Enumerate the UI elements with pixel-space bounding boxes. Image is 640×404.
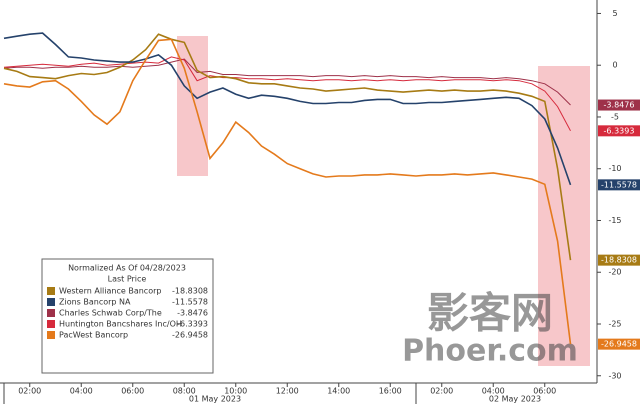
x-tick-label: 06:00 <box>121 387 144 396</box>
legend-value: -3.8476 <box>177 309 208 318</box>
x-tick-label: 04:00 <box>70 387 93 396</box>
y-tick-label: -20 <box>608 268 621 277</box>
last-value-tag <box>598 125 640 137</box>
last-value-label: -26.9458 <box>601 340 637 349</box>
legend-label: Huntington Bancshares Inc/OH <box>59 320 182 329</box>
last-value-label: -6.3393 <box>604 126 635 135</box>
legend-value: -26.9458 <box>172 331 208 340</box>
legend-label: Western Alliance Bancorp <box>59 287 161 296</box>
legend-value: -18.8308 <box>172 287 208 296</box>
y-tick-label: -5 <box>611 112 619 121</box>
y-tick-label: 5 <box>612 9 617 18</box>
x-tick-label: 14:00 <box>327 387 350 396</box>
legend: Normalized As Of 04/28/2023 Last Price W… <box>41 258 214 374</box>
legend-swatch <box>47 309 55 317</box>
x-tick-label: 04:00 <box>482 387 505 396</box>
legend-label: Charles Schwab Corp/The <box>59 309 162 318</box>
last-value-tag <box>598 254 640 266</box>
x-tick-label: 08:00 <box>173 387 196 396</box>
legend-label: PacWest Bancorp <box>59 331 128 340</box>
watermark-site: Phoer.com <box>402 334 578 369</box>
date-label: 01 May 2023 <box>189 395 241 404</box>
x-tick-label: 10:00 <box>224 387 247 396</box>
last-value-label: -11.5578 <box>601 180 637 189</box>
legend-value: -6.3393 <box>177 320 208 329</box>
watermark-text: 影客网 <box>427 289 553 338</box>
series-line <box>3 58 571 106</box>
legend-box <box>41 258 214 374</box>
y-tick-label: -25 <box>608 319 621 328</box>
highlight-region <box>177 36 208 176</box>
y-tick-label: 0 <box>612 61 617 70</box>
last-value-label: -18.8308 <box>601 256 637 265</box>
x-tick-label: 06:00 <box>533 387 556 396</box>
watermark: 影客网 Phoer.com <box>402 289 578 369</box>
series-line <box>3 33 572 261</box>
last-value-label: -3.8476 <box>604 101 635 110</box>
date-label: 02 May 2023 <box>489 395 541 404</box>
x-tick-label: 02:00 <box>18 387 41 396</box>
y-tick-label: -15 <box>608 216 621 225</box>
legend-title: Normalized As Of 04/28/2023 <box>68 264 186 273</box>
last-value-tag <box>598 179 640 191</box>
legend-label: Zions Bancorp NA <box>59 298 131 307</box>
y-tick-label: -10 <box>608 164 621 173</box>
last-value-tag <box>598 99 640 111</box>
x-tick-label: 16:00 <box>379 387 402 396</box>
legend-swatch <box>47 331 55 339</box>
last-value-tag <box>598 338 640 350</box>
y-tick-label: -30 <box>608 371 621 380</box>
series-line <box>3 38 572 345</box>
legend-swatch <box>47 287 55 295</box>
x-tick-label: 02:00 <box>430 387 453 396</box>
x-tick-label: 12:00 <box>276 387 299 396</box>
legend-swatch <box>47 298 55 306</box>
series-line <box>3 32 572 186</box>
legend-swatch <box>47 320 55 328</box>
legend-subtitle: Last Price <box>108 275 147 284</box>
series-line <box>3 56 571 132</box>
legend-value: -11.5578 <box>172 298 208 307</box>
